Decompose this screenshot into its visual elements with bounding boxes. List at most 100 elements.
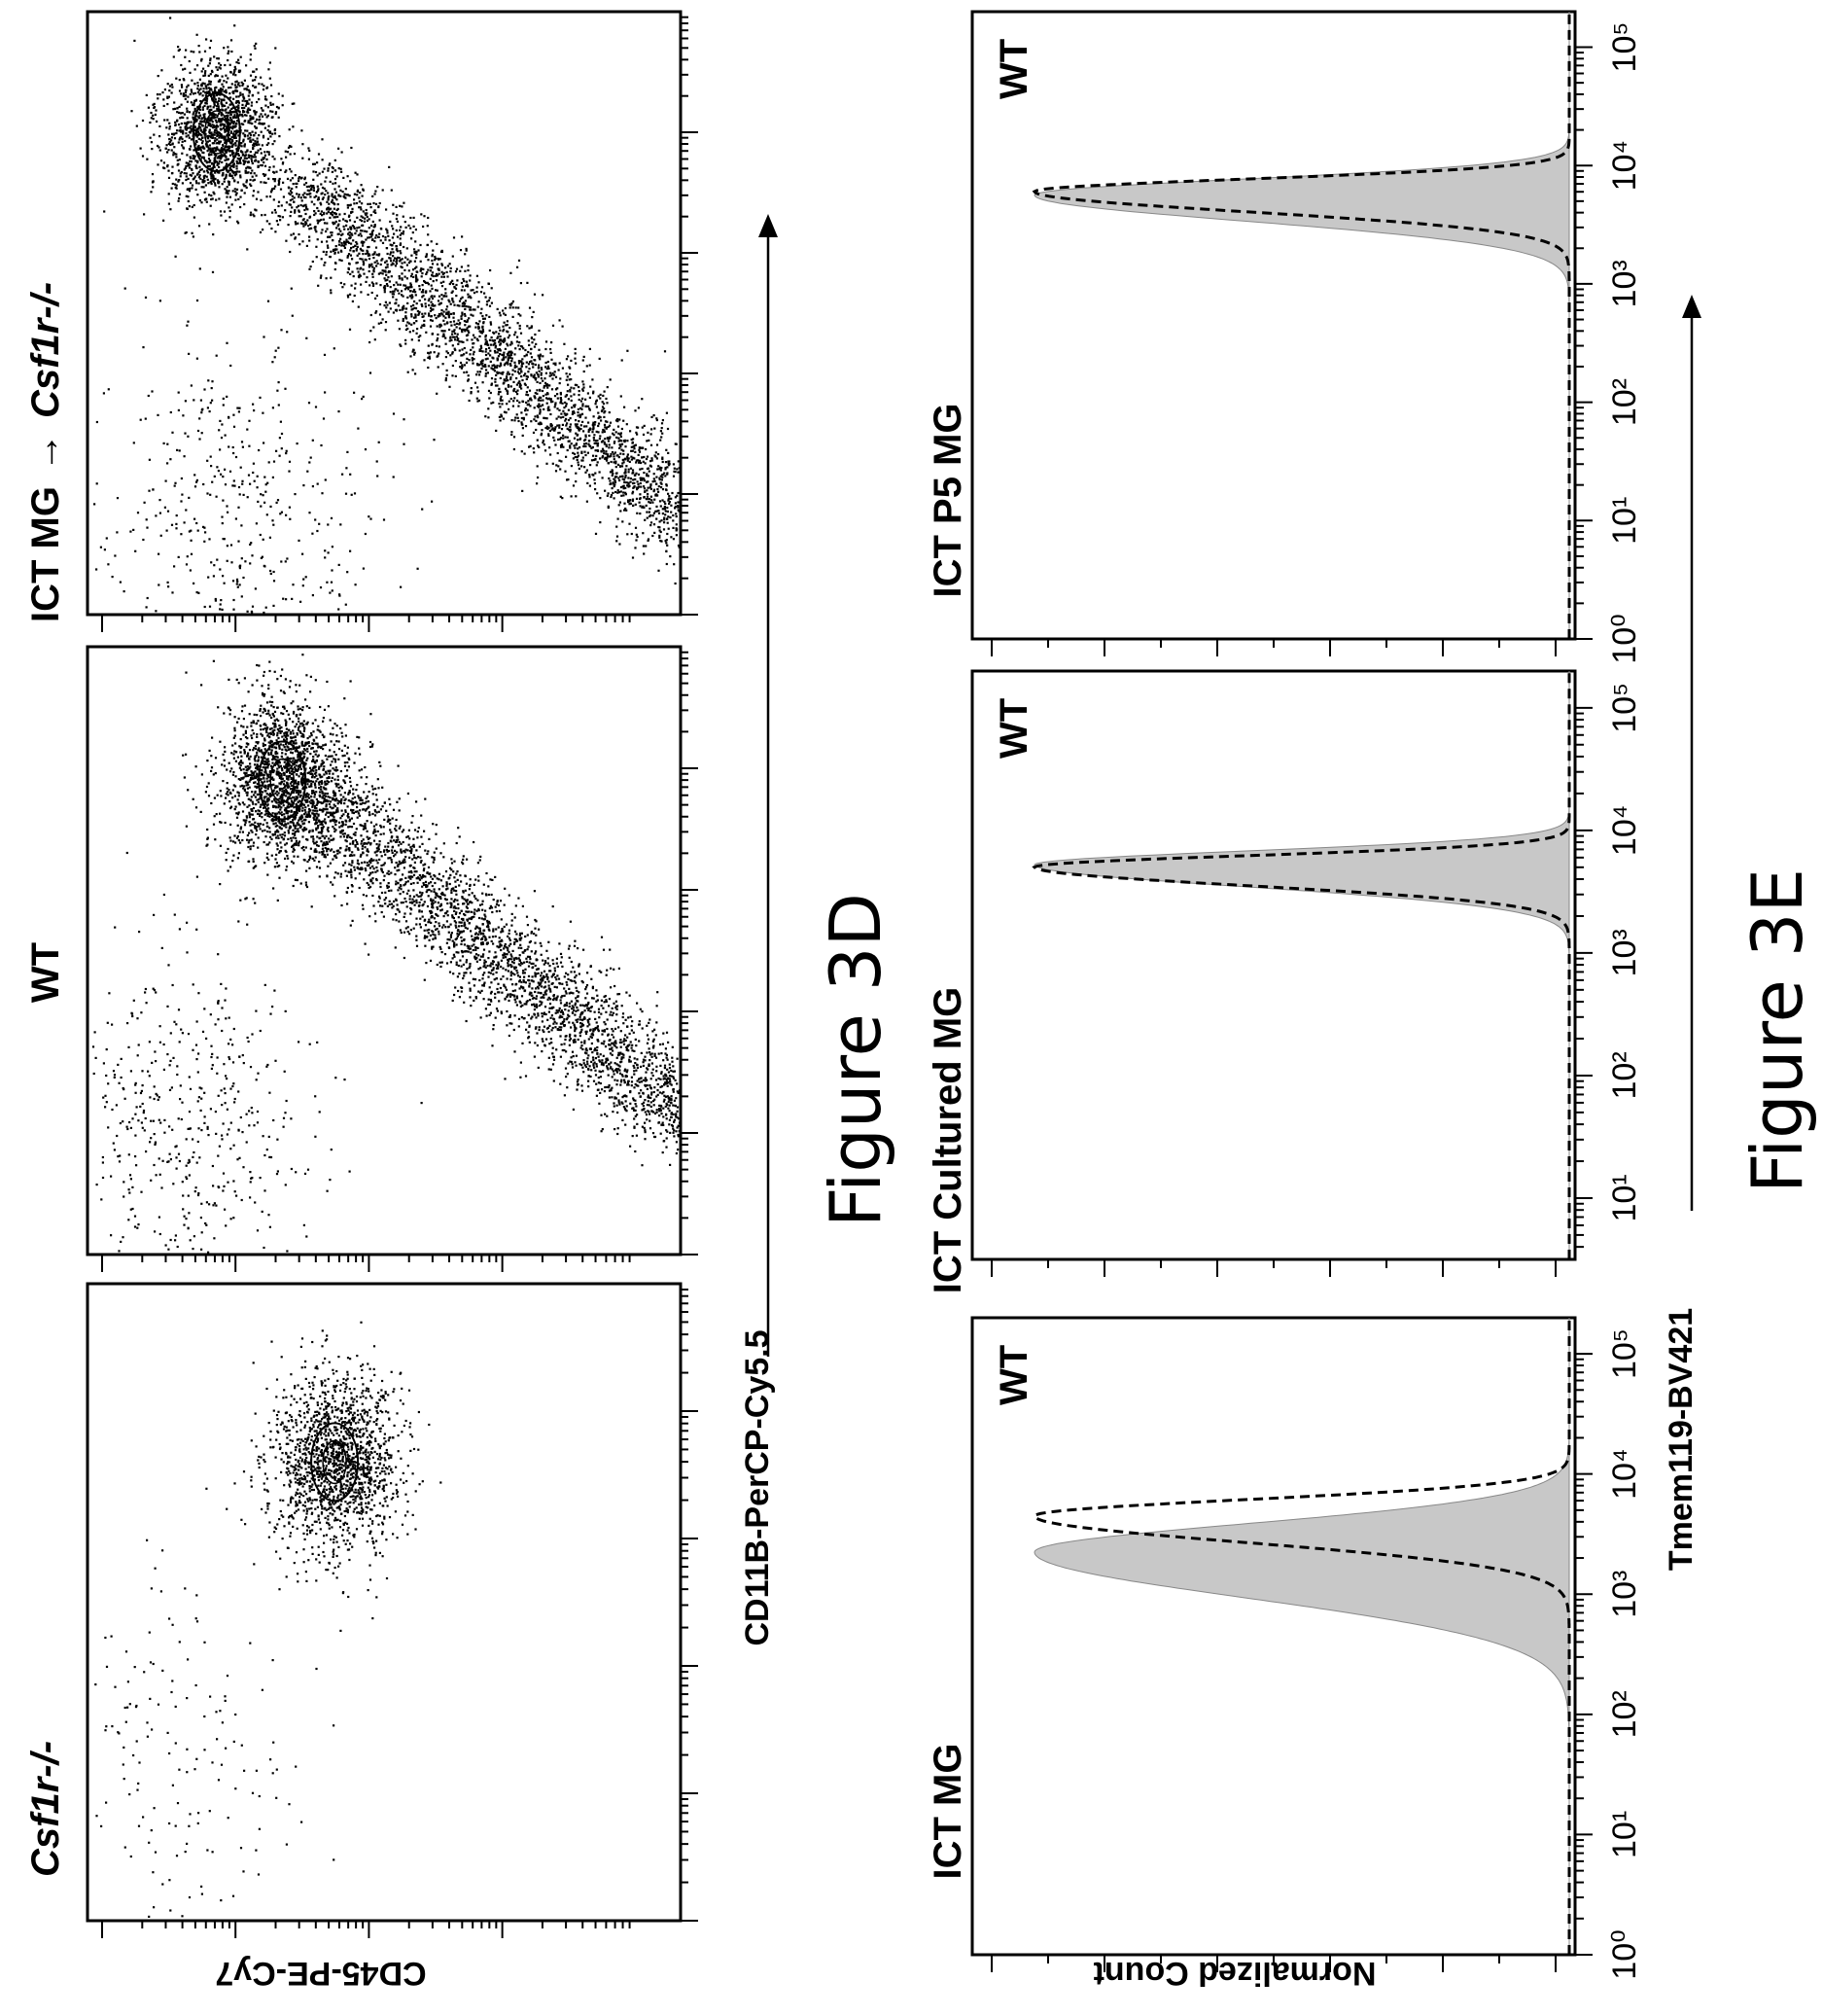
scatter-point — [248, 767, 251, 770]
scatter-point — [509, 958, 512, 961]
scatter-point — [287, 1420, 290, 1423]
scatter-point — [574, 1030, 577, 1033]
scatter-point — [333, 723, 336, 725]
scatter-point — [286, 855, 289, 858]
scatter-point — [614, 1062, 616, 1065]
scatter-point — [339, 726, 342, 730]
scatter-point — [295, 742, 298, 745]
scatter-point — [381, 1411, 384, 1414]
scatter-point — [353, 868, 356, 871]
scatter-point — [259, 709, 262, 712]
scatter-point — [360, 1321, 363, 1324]
scatter-point — [230, 752, 233, 755]
scatter-point — [258, 1462, 261, 1465]
scatter-point — [276, 734, 279, 737]
scatter-point — [274, 819, 277, 822]
scatter-point — [494, 992, 497, 996]
scatter-point — [379, 904, 382, 907]
scatter-point — [361, 1392, 364, 1395]
scatter-point — [541, 1038, 543, 1041]
scatter-point — [309, 780, 312, 783]
scatter-point — [262, 760, 265, 762]
scatter-point — [631, 1043, 634, 1046]
scatter-point — [311, 1499, 314, 1502]
scatter-point — [325, 795, 328, 797]
scatter-point — [310, 1435, 313, 1438]
scatter-point — [611, 1053, 614, 1056]
scatter-point — [309, 770, 312, 773]
scatter-point — [276, 794, 279, 796]
scatter-point — [274, 806, 278, 809]
scatter-point — [253, 747, 256, 750]
scatter-point — [310, 785, 313, 788]
scatter-point — [340, 1470, 344, 1473]
scatter-point — [319, 1433, 322, 1436]
scatter-point — [417, 877, 420, 880]
scatter-point — [161, 1883, 164, 1886]
scatter-point — [573, 1008, 576, 1011]
scatter-point — [397, 1495, 400, 1498]
scatter-point — [263, 770, 266, 773]
scatter-point — [237, 717, 240, 720]
scatter-point — [676, 1090, 679, 1093]
scatter-point — [241, 831, 244, 833]
scatter-point — [285, 868, 288, 871]
scatter-point — [290, 702, 293, 705]
scatter-point — [321, 1473, 324, 1477]
scatter-point — [504, 1078, 507, 1080]
scatter-point — [351, 797, 354, 800]
scatter-point — [304, 818, 307, 821]
scatter-point — [296, 760, 298, 762]
scatter-point — [308, 867, 311, 869]
scatter-point — [170, 1690, 173, 1694]
scatter-point — [349, 1483, 352, 1487]
scatter-point — [364, 823, 367, 826]
scatter-point — [519, 1061, 522, 1064]
scatter-point — [315, 760, 318, 762]
scatter-point — [303, 809, 306, 812]
scatter-point — [263, 674, 265, 677]
scatter-point — [337, 1356, 340, 1359]
scatter-point — [339, 1431, 343, 1433]
scatter-point — [520, 946, 523, 949]
scatter-point — [341, 1441, 344, 1444]
scatter-point — [311, 1529, 314, 1532]
scatter-point — [399, 1372, 402, 1375]
scatter-point — [330, 834, 333, 837]
scatter-point — [396, 1537, 399, 1539]
scatter-point — [312, 1474, 315, 1477]
scatter-point — [386, 1468, 389, 1470]
scatter-point — [256, 763, 259, 766]
scatter-point — [308, 1497, 311, 1500]
scatter-point — [633, 1073, 636, 1076]
scatter-point — [392, 808, 396, 811]
scatter-point — [656, 1089, 659, 1092]
scatter-point — [289, 771, 292, 774]
scatter-point — [521, 904, 524, 907]
scatter-point — [378, 1427, 381, 1431]
scatter-point — [445, 898, 448, 902]
scatter-point — [365, 1453, 368, 1456]
scatter-point — [460, 965, 463, 968]
scatter-point — [492, 1028, 495, 1031]
scatter-point — [329, 719, 332, 722]
scatter-point — [403, 1424, 405, 1428]
scatter-point — [636, 1122, 639, 1125]
scatter-point — [299, 753, 302, 756]
scatter-point — [649, 1105, 652, 1108]
scatter-point — [316, 1403, 319, 1406]
scatter-point — [323, 1408, 326, 1411]
scatter-point — [656, 991, 659, 994]
scatter-point — [306, 721, 309, 724]
scatter-point — [483, 959, 486, 962]
scatter-point — [489, 992, 493, 995]
scatter-point — [240, 761, 243, 764]
scatter-point — [385, 848, 388, 851]
scatter-point — [388, 1465, 391, 1468]
scatter-point — [280, 777, 283, 780]
scatter-point — [247, 841, 250, 844]
scatter-point — [305, 1448, 308, 1451]
scatter-point — [534, 975, 537, 978]
scatter-point — [521, 972, 525, 974]
scatter-point — [324, 808, 327, 811]
